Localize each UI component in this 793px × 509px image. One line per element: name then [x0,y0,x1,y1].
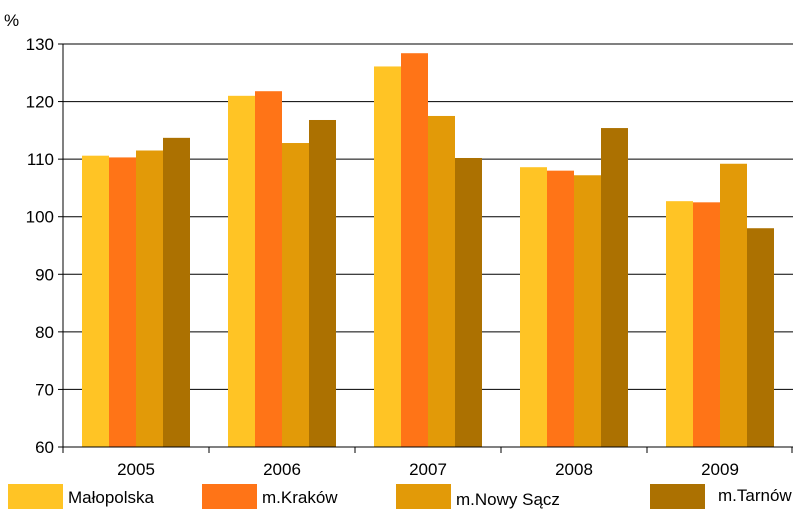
bar [747,228,774,447]
y-tick-label: 120 [26,93,54,112]
bar [109,157,136,447]
bar [720,163,747,447]
bar [309,119,336,447]
bar [228,95,255,448]
legend-swatch [8,484,63,509]
bar [574,175,601,447]
bar [82,155,109,447]
legend-swatch [396,484,451,509]
bar [163,137,190,447]
bar [547,170,574,447]
y-tick-label: 90 [35,265,54,284]
y-tick-label: 100 [26,208,54,227]
y-tick-label: 110 [27,150,54,169]
bar [666,201,693,447]
y-tick-label: 60 [35,438,54,457]
legend-label: m.Kraków [262,488,338,507]
x-tick-label: 2009 [701,460,739,479]
bar [255,91,282,448]
bar [455,157,482,447]
legend-swatch [202,484,257,509]
x-tick-label: 2005 [117,460,155,479]
legend-label: m.Tarnów [718,486,792,505]
bar [401,53,428,448]
y-tick-label: 80 [35,323,54,342]
axes [62,44,793,448]
y-tick-label: 70 [35,380,54,399]
legend: Małopolska m.Kraków m.Nowy Sącz m.Tarnów [8,484,792,509]
bar [428,115,455,447]
legend-swatch [650,484,705,509]
bar [693,202,720,447]
bar [136,150,163,447]
y-axis-unit-label: % [4,11,19,30]
y-tick-label: 130 [26,35,54,54]
legend-label: m.Nowy Sącz [456,490,560,509]
y-axis-ticks: 60 70 80 90 100 110 120 130 [26,35,63,457]
bar [282,143,309,447]
x-tick-label: 2007 [409,460,447,479]
legend-label: Małopolska [68,488,155,507]
x-axis-ticks: 2005 2006 2007 2008 2009 [62,447,793,479]
bar [520,167,547,447]
bar [601,128,628,447]
bars [82,53,774,448]
x-tick-label: 2006 [263,460,301,479]
bar [374,66,401,448]
x-tick-label: 2008 [555,460,593,479]
